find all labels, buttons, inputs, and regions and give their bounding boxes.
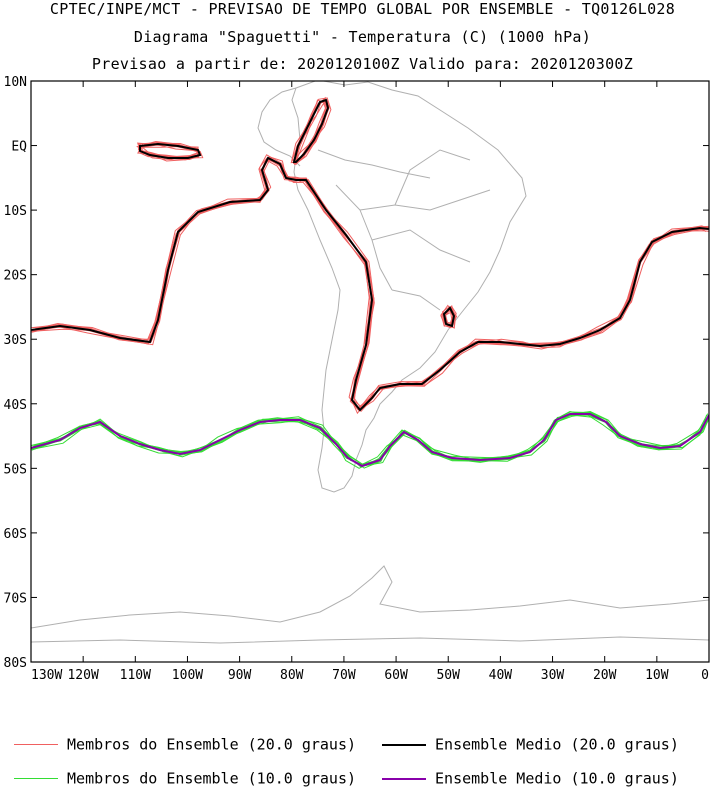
legend-item-mean-10: Ensemble Medio (10.0 graus) bbox=[382, 769, 679, 788]
lon-tick-label: 10W bbox=[645, 668, 669, 683]
lat-tick-label: 30S bbox=[4, 333, 27, 348]
lat-tick-label: 50S bbox=[4, 462, 27, 477]
ensemble-member-10-line bbox=[32, 414, 709, 466]
ensemble-member-10-line bbox=[33, 410, 708, 469]
ensemble-member-20-line bbox=[294, 99, 328, 166]
legend-label-mean-10: Ensemble Medio (10.0 graus) bbox=[435, 769, 679, 788]
legend-label-member-20: Membros do Ensemble (20.0 graus) bbox=[67, 735, 357, 754]
lat-tick-label: 10S bbox=[4, 204, 27, 219]
lat-tick-label: EQ bbox=[11, 140, 27, 155]
legend-item-mean-20: Ensemble Medio (20.0 graus) bbox=[382, 735, 679, 754]
lon-tick-label: 110W bbox=[120, 668, 151, 683]
coastlines bbox=[31, 81, 709, 644]
legend-swatch-member-20 bbox=[14, 744, 58, 745]
lon-tick-label: 60W bbox=[384, 668, 408, 683]
lon-tick-label: 50W bbox=[436, 668, 460, 683]
ensemble-mean-10-line bbox=[31, 413, 709, 468]
south-america-coast bbox=[291, 81, 527, 493]
legend-item-member-20: Membros do Ensemble (20.0 graus) bbox=[14, 735, 356, 754]
map-area bbox=[31, 81, 709, 644]
lon-tick-label: 90W bbox=[228, 668, 252, 683]
lon-tick-label: 70W bbox=[332, 668, 356, 683]
ensemble-means bbox=[31, 98, 709, 468]
map-axes: 10N EQ 10S 20S 30S 40S 50S 60S 70S 80S 130W 120W 110… bbox=[4, 75, 710, 683]
lat-tick-label: 10N bbox=[4, 75, 27, 90]
lon-tick-label: 30W bbox=[541, 668, 565, 683]
lon-tick-label: 40W bbox=[489, 668, 513, 683]
ensemble-mean-20-line bbox=[442, 306, 456, 328]
lon-tick-label: 80W bbox=[280, 668, 304, 683]
legend-label-mean-20: Ensemble Medio (20.0 graus) bbox=[435, 735, 679, 754]
lat-tick-label: 60S bbox=[4, 527, 27, 542]
lat-tick-label: 80S bbox=[4, 656, 27, 671]
map-frame bbox=[30, 80, 710, 663]
lat-tick-label: 20S bbox=[4, 269, 27, 284]
antarctic-coast-inner bbox=[31, 636, 709, 644]
antarctica-coast bbox=[31, 565, 709, 629]
legend-swatch-member-10 bbox=[14, 778, 58, 779]
chart-title-line2: Diagrama "Spaguetti" - Temperatura (C) (… bbox=[133, 28, 592, 46]
lat-tick-label: 40S bbox=[4, 398, 27, 413]
legend-swatch-mean-10 bbox=[382, 777, 426, 780]
lon-tick-label: 100W bbox=[172, 668, 203, 683]
legend-item-member-10: Membros do Ensemble (10.0 graus) bbox=[14, 769, 356, 788]
lon-tick-label: 20W bbox=[593, 668, 617, 683]
lon-tick-label: 120W bbox=[67, 668, 98, 683]
legend-swatch-mean-20 bbox=[382, 743, 426, 746]
ensemble-member-10-line bbox=[31, 410, 709, 467]
country-borders bbox=[317, 149, 491, 311]
lat-tick-label: 70S bbox=[4, 591, 27, 606]
central-america-coast bbox=[257, 87, 301, 167]
ensemble-member-20-line bbox=[293, 101, 328, 166]
ensemble-mean-20-line bbox=[139, 142, 202, 159]
ensemble-member-20-line bbox=[441, 305, 457, 329]
lon-tick-label: 130W bbox=[31, 668, 62, 683]
ensemble-mean-20-line bbox=[292, 98, 330, 163]
legend-label-member-10: Membros do Ensemble (10.0 graus) bbox=[67, 769, 357, 788]
chart-title-line1: CPTEC/INPE/MCT - PREVISAO DE TEMPO GLOBA… bbox=[49, 0, 676, 18]
lon-tick-label: 0 bbox=[701, 668, 709, 683]
ensemble-mean-20-line bbox=[31, 156, 709, 412]
chart-title-line3: Previsao a partir de: 2020120100Z Valido… bbox=[91, 55, 634, 73]
